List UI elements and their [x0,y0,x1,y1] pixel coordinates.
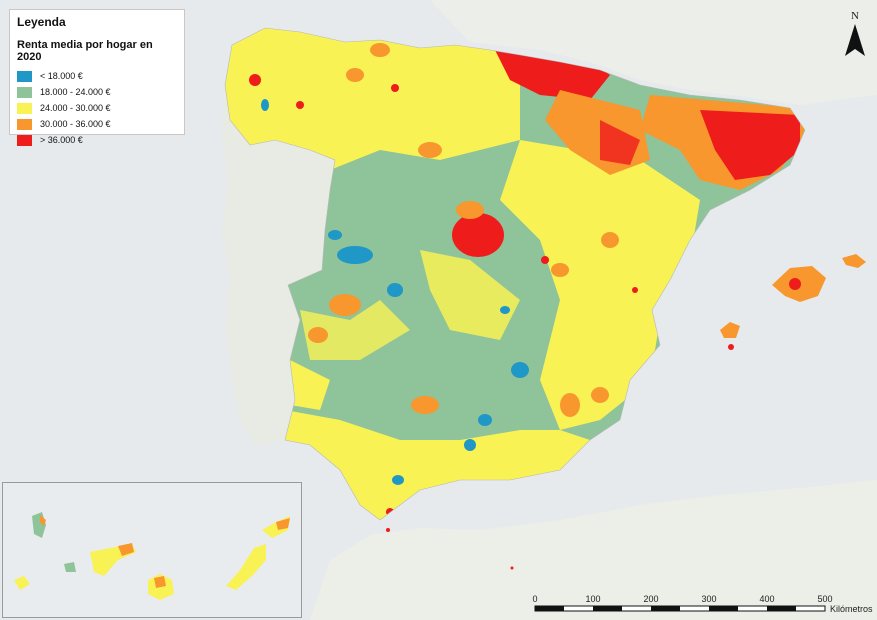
canary-islands [14,512,290,600]
scale-tick: 400 [759,594,775,604]
scale-bar: 0 100 200 300 400 500 Kilómetros [520,590,873,620]
france-land [430,0,877,105]
legend-class-4: > 36.000 € [17,132,177,148]
peninsula-outline [224,27,806,521]
canary-inset-frame [2,482,302,618]
legend-swatch [17,70,32,82]
legend-label: 18.000 - 24.000 € [40,87,111,97]
legend-swatch [17,118,32,130]
scale-tick: 500 [817,594,833,604]
legend-swatch [17,86,32,98]
ceuta [386,528,390,532]
north-label: N [851,10,859,22]
scale-unit: Kilómetros [830,604,873,614]
legend-class-3: 30.000 - 36.000 € [17,116,177,132]
scale-tick: 0 [532,594,538,604]
legend-label: 24.000 - 30.000 € [40,103,111,113]
legend-class-2: 24.000 - 30.000 € [17,100,177,116]
north-arrow: N [842,10,868,60]
scale-tick: 300 [701,594,717,604]
scale-bar-graphic [534,605,826,612]
north-arrow-icon [845,24,865,56]
legend-class-0: < 18.000 € [17,68,177,84]
legend-subtitle: Renta media por hogar en 2020 [17,39,153,63]
legend-class-1: 18.000 - 24.000 € [17,84,177,100]
portugal-land [222,85,335,445]
scale-tick: 200 [643,594,659,604]
legend-title: Leyenda [17,15,66,29]
map-legend: Leyenda Renta media por hogar en 2020 < … [9,9,185,146]
melilla [510,566,514,570]
legend-label: < 18.000 € [40,71,83,81]
legend-swatch [17,134,32,146]
balearic-islands [720,254,866,350]
scale-tick: 100 [585,594,601,604]
legend-label: 30.000 - 36.000 € [40,119,111,129]
legend-swatch [17,102,32,114]
africa-land [310,480,877,620]
legend-label: > 36.000 € [40,135,83,145]
